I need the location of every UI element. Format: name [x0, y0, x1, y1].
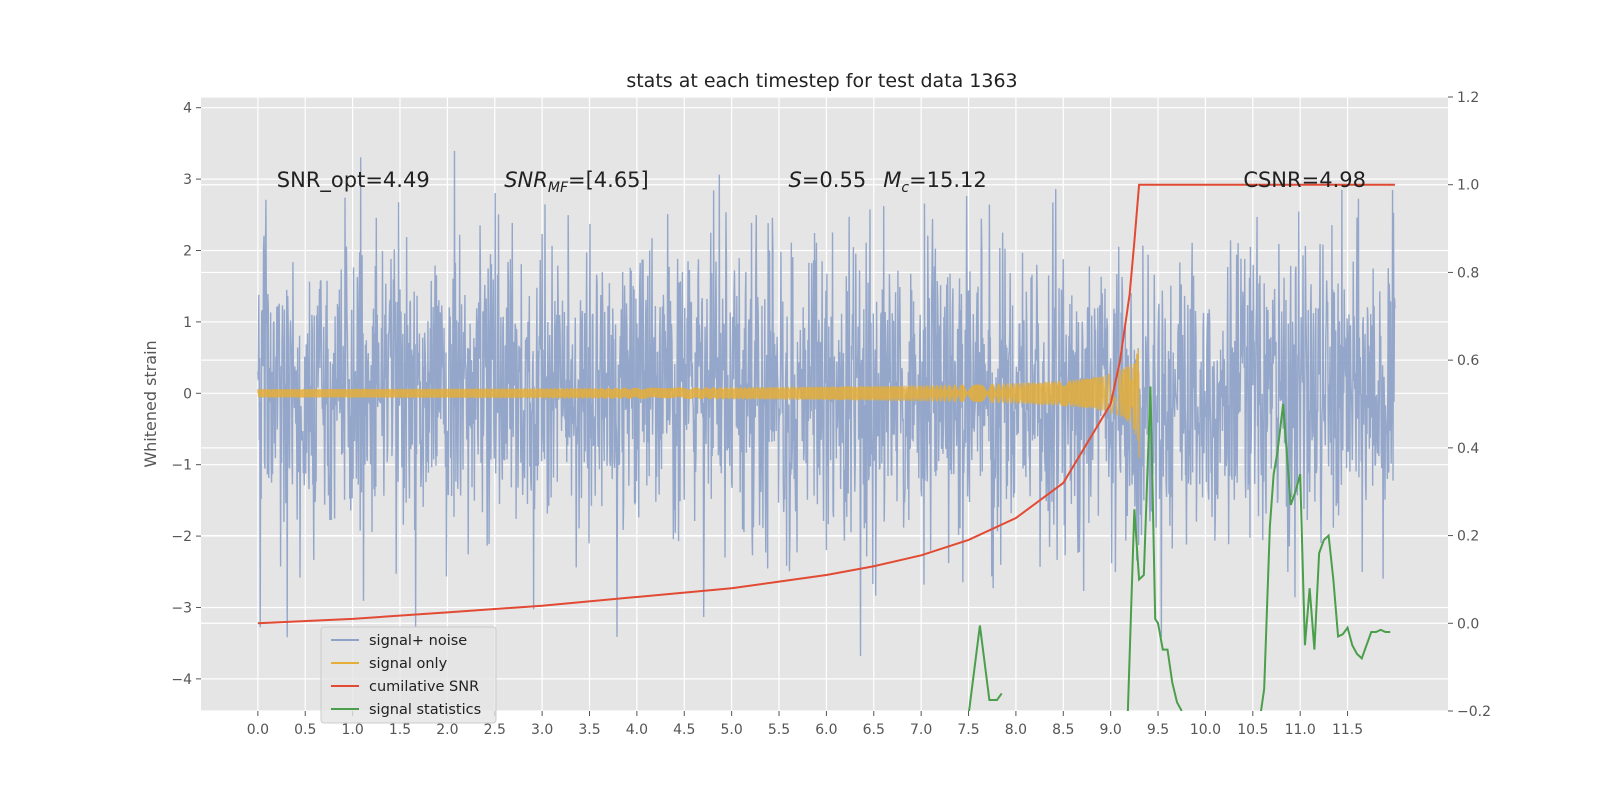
y-tick-label: −4: [171, 672, 192, 688]
y-tick-label: 4: [183, 101, 192, 117]
x-tick-label: 5.0: [721, 722, 743, 738]
y-tick-label: 2: [183, 244, 192, 260]
y-right-tick-label: 1.0: [1457, 178, 1479, 194]
y-axis-label: Whitened strain: [141, 340, 160, 467]
x-tick-label: 0.0: [247, 722, 269, 738]
x-tick-label: 6.0: [815, 722, 837, 738]
right-axis-series-layer: [257, 183, 1395, 711]
legend-items: signal+ noise signal only cumilative SNR si…: [331, 633, 481, 718]
x-tick-label: 6.5: [863, 722, 885, 738]
x-tick-label: 7.5: [957, 722, 979, 738]
x-tick-label: 0.5: [294, 722, 316, 738]
annotation-text: CSNR=4.98: [1243, 168, 1366, 192]
legend: signal+ noise signal only cumilative SNR si…: [320, 626, 497, 724]
x-tick-label: 7.0: [910, 722, 932, 738]
legend-label: signal statistics: [369, 702, 481, 718]
x-tick-label: 10.5: [1237, 722, 1268, 738]
x-tick-label: 1.5: [389, 722, 411, 738]
x-tick-label: 2.0: [436, 722, 458, 738]
legend-label: signal+ noise: [369, 633, 467, 649]
series-signal-statistics-line: [1260, 403, 1391, 711]
signal-only-layer: [257, 349, 1140, 458]
x-tick-label: 8.5: [1052, 722, 1074, 738]
x-tick-label: 9.0: [1100, 722, 1122, 738]
y-right-tick-label: 1.2: [1457, 90, 1479, 106]
chart-title: stats at each timestep for test data 136…: [626, 70, 1017, 92]
x-tick-label: 1.0: [341, 722, 363, 738]
annotation-text: S=0.55: [788, 168, 866, 192]
y-tick-label: 3: [183, 172, 192, 188]
annotation-text: SNRMF=[4.65]: [504, 168, 649, 196]
annotation-text: Mc=15.12: [883, 168, 987, 196]
x-tick-label: 5.5: [768, 722, 790, 738]
series-cumulative-snr-line: [257, 183, 1395, 625]
y-right-tick-label: 0.8: [1457, 265, 1479, 281]
annotation-layer: SNR_opt=4.49 SNRMF=[4.65] S=0.55 Mc=15.12 CS…: [277, 168, 1366, 196]
axis-layer: 0.0 0.5 1.0 1.5 2.0 2.5 3.0 3.5 4.0 4.5 5.0 5.5 6.0 6…: [171, 90, 1491, 738]
y-right-tick-label: −0.2: [1457, 704, 1491, 720]
y-tick-label: 1: [183, 315, 192, 331]
y-tick-label: 0: [183, 386, 192, 402]
series-signal-only-line: [257, 349, 1140, 458]
series-signal-noise-line: [257, 150, 1396, 657]
y-right-tick-label: 0.6: [1457, 353, 1479, 369]
series-signal-statistics-line: [968, 625, 1003, 711]
x-tick-label: 3.5: [578, 722, 600, 738]
x-tick-label: 2.5: [484, 722, 506, 738]
y-tick-label: −3: [171, 600, 192, 616]
x-tick-label: 10.0: [1190, 722, 1221, 738]
legend-label: signal only: [369, 656, 448, 672]
x-tick-label: 9.5: [1147, 722, 1169, 738]
x-tick-label: 4.0: [626, 722, 648, 738]
series-signal-statistics-line: [1126, 386, 1183, 711]
x-tick-label: 4.5: [673, 722, 695, 738]
legend-label: cumilative SNR: [369, 679, 479, 695]
y-right-tick-label: 0.0: [1457, 616, 1479, 632]
x-tick-label: 8.0: [1005, 722, 1027, 738]
y-right-tick-label: 0.2: [1457, 529, 1479, 545]
signal-noise-layer: [257, 150, 1396, 657]
x-tick-label: 11.0: [1285, 722, 1316, 738]
annotation-text: SNR_opt=4.49: [277, 168, 430, 193]
legend-box: [320, 626, 497, 724]
y-tick-label: −1: [171, 458, 192, 474]
y-tick-label: −2: [171, 529, 192, 545]
y-right-tick-label: 0.4: [1457, 441, 1479, 457]
x-tick-label: 11.5: [1332, 722, 1363, 738]
x-tick-label: 3.0: [531, 722, 553, 738]
